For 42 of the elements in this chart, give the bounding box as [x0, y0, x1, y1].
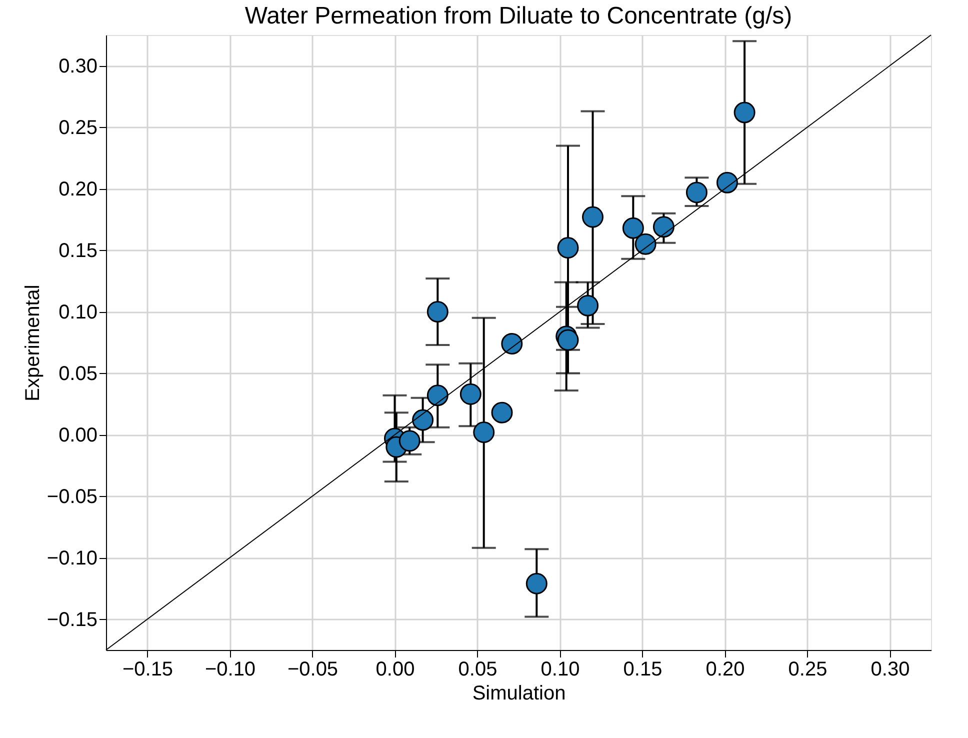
point	[557, 329, 579, 351]
y-axis-title: Experimental	[22, 284, 44, 402]
point	[652, 216, 674, 238]
point	[473, 422, 495, 444]
point	[716, 172, 738, 194]
y-tick-label: 0.30	[58, 55, 98, 78]
x-tick-label: 0.20	[706, 658, 745, 680]
point	[557, 237, 579, 259]
x-tick-label: 0.25	[788, 658, 828, 680]
y-tick-label: −0.15	[46, 608, 98, 631]
y-tick-label: 0.10	[58, 301, 98, 324]
point	[582, 206, 604, 228]
x-tick-label: −0.10	[204, 658, 256, 680]
y-tick-label: −0.10	[46, 547, 98, 570]
y-tick-label: −0.05	[46, 486, 98, 508]
point	[501, 333, 523, 354]
x-axis-title: Simulation	[472, 682, 566, 704]
point	[491, 402, 513, 424]
point	[734, 102, 756, 124]
point	[398, 430, 420, 452]
x-tick-label: −0.15	[122, 658, 174, 680]
x-tick-label: 0.10	[540, 658, 580, 680]
point	[460, 383, 482, 405]
x-tick-label: −0.05	[287, 658, 338, 680]
point	[426, 384, 448, 406]
point	[426, 301, 448, 322]
x-tick-label: 0.05	[458, 658, 498, 680]
point	[634, 233, 656, 255]
y-tick-label: 0.15	[58, 240, 98, 262]
point	[686, 182, 708, 204]
x-tick-label: 0.15	[623, 658, 662, 680]
y-tick-label: 0.20	[58, 178, 98, 200]
x-tick-label: 0.30	[870, 658, 910, 680]
point	[526, 572, 548, 594]
chart-title: Water Permeation from Diluate to Concentrate (g/s)	[244, 2, 792, 30]
point	[577, 294, 599, 316]
y-tick-label: 0.00	[58, 424, 98, 446]
point	[412, 409, 434, 431]
y-tick-label: 0.25	[58, 116, 98, 139]
point	[622, 217, 644, 239]
y-tick-label: 0.05	[58, 362, 98, 385]
x-tick-label: 0.00	[376, 658, 415, 680]
